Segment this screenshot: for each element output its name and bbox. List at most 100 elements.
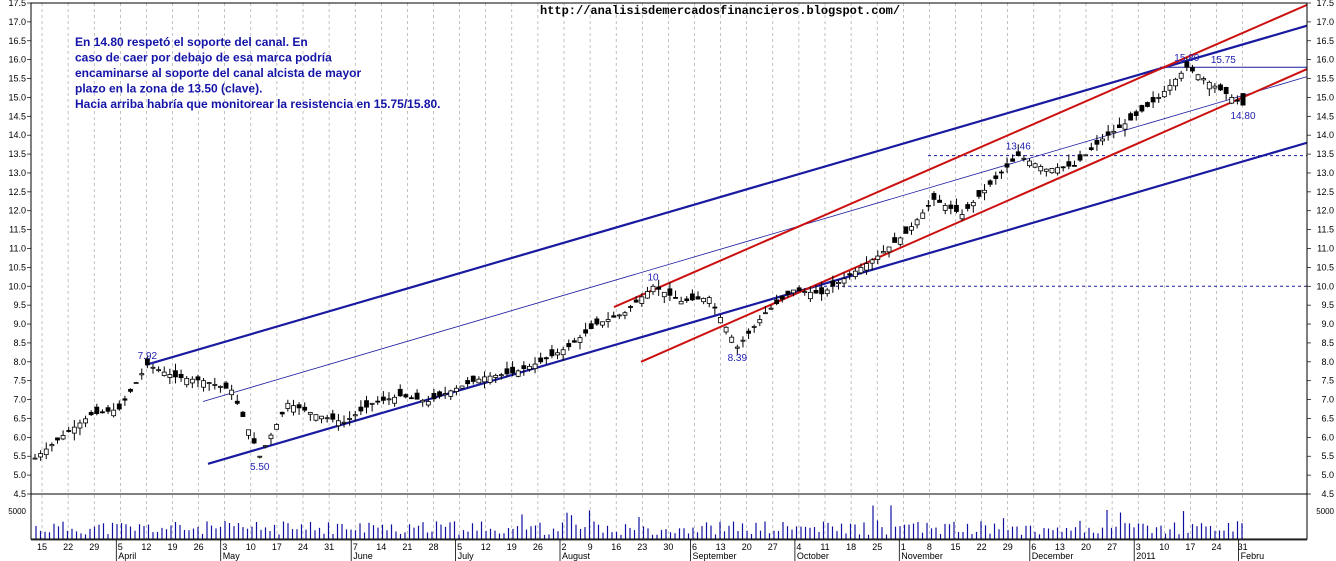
candle-body [1178, 72, 1184, 79]
candle-body [279, 411, 285, 415]
candle-body [886, 246, 892, 253]
month-label: 2011 [1136, 551, 1155, 561]
y-tick-label-left: 17.5 [8, 0, 26, 8]
candle-body [987, 180, 993, 185]
x-tick-label: 10 [1159, 542, 1169, 552]
x-tick-label: 26 [194, 542, 204, 552]
candle-body [116, 403, 122, 410]
candle-body [296, 404, 302, 409]
candle-body [813, 290, 819, 294]
candle-body [375, 400, 381, 403]
x-tick-label: 5 [457, 542, 462, 552]
candle-body [178, 374, 184, 379]
x-tick-label: 29 [89, 542, 99, 552]
y-tick-label-right: 12.0 [1316, 206, 1334, 216]
candle-body [605, 319, 611, 322]
y-tick-label-left: 7.0 [13, 395, 26, 405]
y-tick-label-right: 7.0 [1321, 395, 1334, 405]
candle-body [448, 390, 454, 397]
y-tick-label-left: 11.5 [9, 225, 26, 235]
y-tick-label-right: 11.0 [1317, 244, 1334, 254]
candle-body [914, 219, 920, 226]
x-tick-label: 31 [1238, 542, 1248, 552]
candle-body [1111, 131, 1117, 134]
candle-body [111, 409, 117, 417]
candle-body [94, 406, 100, 414]
candle-body [1004, 163, 1010, 168]
candle-body [712, 306, 718, 309]
x-tick-label: 12 [141, 542, 151, 552]
candle-body [616, 314, 622, 317]
candle-body [549, 349, 555, 357]
commentary-line: caso de caer por debajo de esa marca pod… [75, 51, 332, 65]
candle-body [1145, 102, 1150, 107]
y-tick-label-left: 12.5 [8, 187, 26, 197]
candle-body [234, 400, 240, 404]
y-tick-label-right: 15.5 [1316, 74, 1334, 84]
candle-body [532, 363, 538, 369]
candle-body [88, 412, 94, 416]
volume-bars [35, 505, 1243, 539]
month-label: April [118, 551, 136, 561]
candle-body [49, 444, 55, 447]
candle-body [403, 394, 409, 398]
candle-body [161, 371, 167, 376]
x-tick-label: 27 [1107, 542, 1117, 552]
y-tick-label-right: 14.0 [1316, 130, 1334, 140]
candle-body [431, 393, 437, 400]
x-tick-label: 5 [118, 542, 123, 552]
short-channel-top [613, 3, 1308, 308]
price-annotation: 13.46 [1006, 142, 1031, 153]
candle-body [352, 414, 358, 417]
candle-body [274, 424, 280, 430]
candle-body [1206, 81, 1212, 90]
y-tick-label-left: 8.5 [13, 338, 26, 348]
candle-body [313, 414, 319, 421]
candle-body [493, 375, 499, 378]
candle-body [757, 319, 763, 324]
candle-body [71, 426, 77, 434]
candle-body [1150, 96, 1156, 103]
candle-body [482, 376, 487, 383]
y-tick-label-right: 11.5 [1317, 225, 1334, 235]
candle-body [1116, 124, 1122, 129]
candle-body [268, 434, 274, 440]
month-label: September [693, 551, 737, 561]
y-tick-label-left: 9.5 [13, 300, 26, 310]
candle-body [470, 375, 476, 382]
y-tick-label-right: 6.5 [1321, 413, 1334, 423]
candle-body [195, 376, 201, 381]
commentary: En 14.80 respetó el soporte del canal. E… [75, 35, 441, 111]
x-tick-label: 20 [742, 542, 752, 552]
candle-body [796, 287, 802, 292]
x-tick-label: 11 [820, 542, 829, 552]
x-tick-label: 7 [353, 542, 358, 552]
y-tick-label-left: 17.0 [8, 17, 26, 27]
candle-body [1027, 160, 1032, 167]
y-tick-label-left: 10.5 [8, 262, 26, 272]
candle-body [60, 435, 66, 440]
y-tick-label-right: 6.0 [1321, 432, 1334, 442]
candle-body [594, 318, 600, 325]
axes: 15 22 29 5 12 19 26 3 10 17 24 31 7 14 21 28 5 12 19 26 2 9 16… [8, 0, 1335, 561]
x-tick-label: 17 [272, 542, 282, 552]
candle-body [999, 171, 1004, 174]
price-bars [32, 57, 1246, 461]
candle-body [673, 297, 678, 299]
candle-body [881, 251, 886, 254]
thin-trend-line [202, 76, 1308, 402]
y-tick-label-right: 9.0 [1321, 319, 1334, 329]
candle-body [976, 190, 982, 197]
candle-body [667, 288, 673, 296]
candle-body [206, 382, 212, 384]
candle-body [369, 402, 375, 405]
candle-body [55, 437, 60, 441]
candle-body [291, 405, 296, 413]
candle-body [538, 357, 544, 363]
candle-body [358, 406, 364, 412]
candle-body [504, 368, 510, 375]
candle-body [965, 204, 971, 209]
candle-body [442, 393, 448, 396]
